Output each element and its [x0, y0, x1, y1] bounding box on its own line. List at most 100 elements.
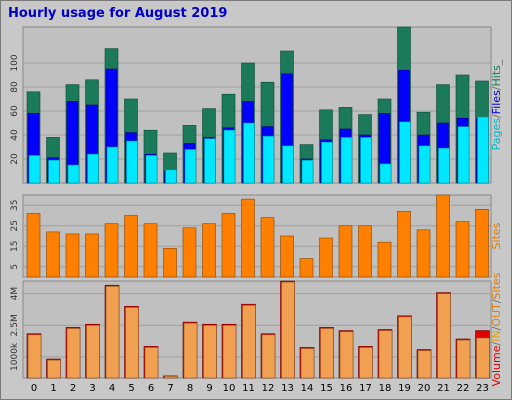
sites-bar: [143, 223, 158, 278]
pages-bar: [223, 129, 236, 184]
out-bar: [339, 331, 354, 379]
sites-bar: [124, 215, 138, 278]
top-panel-background: [22, 26, 492, 184]
x-tick-label: 0: [31, 383, 37, 394]
sites-bar: [182, 227, 197, 278]
x-tick-label: 7: [167, 383, 173, 394]
out-bar: [27, 334, 42, 379]
out-bar: [105, 285, 120, 379]
out-bar: [125, 307, 139, 379]
sites-label: Sites: [490, 222, 503, 249]
pages-bar: [321, 141, 333, 184]
legend-segment: Hits: [490, 65, 503, 87]
x-tick-label: 21: [437, 383, 450, 394]
pages-bar: [184, 149, 197, 184]
sites-bar: [416, 229, 431, 278]
sites-bar: [65, 233, 80, 278]
volume-in-out-label: Volume/IN/OUT/Sites: [490, 272, 503, 386]
x-tick-label: 17: [359, 383, 372, 394]
out-bar: [456, 339, 471, 379]
sites-bar: [358, 225, 372, 278]
middle-panel-y-tick-label: 15: [10, 241, 20, 252]
pages-bar: [262, 135, 275, 184]
pages-bar: [301, 159, 314, 184]
sites-bar: [280, 235, 294, 278]
legend-segment: Pages: [490, 118, 503, 151]
sites-bar: [104, 223, 119, 278]
middle-panel-y-tick-label: 5: [10, 264, 20, 270]
sites-bar: [26, 213, 41, 278]
legend-segment: /: [490, 299, 503, 303]
x-tick-label: 4: [109, 383, 115, 394]
x-tick-label: 6: [148, 383, 154, 394]
sites-bar: [436, 194, 450, 278]
out-bar: [378, 330, 393, 379]
legend-segment: OUT: [490, 303, 503, 327]
pages-bar: [340, 137, 353, 184]
pages-bar: [243, 122, 255, 184]
out-bar: [398, 316, 412, 379]
out-bar: [261, 334, 276, 379]
pages-bar: [399, 121, 411, 184]
x-tick-label: 5: [128, 383, 134, 394]
pages-bar: [477, 116, 489, 184]
x-tick-label: 2: [70, 383, 76, 394]
legend-segment: Volume: [490, 345, 503, 386]
sites-bar: [221, 213, 236, 278]
bottom-panel-y-tick-label: 1000k: [10, 342, 20, 371]
pages-bar: [204, 138, 216, 184]
legend-segment: /: [490, 114, 503, 118]
pages-bar: [457, 126, 470, 184]
top-panel-y-tick-label: 80: [10, 81, 20, 93]
x-tick-label: 9: [206, 383, 212, 394]
x-tick-label: 22: [457, 383, 470, 394]
middle-panel-y-tick-label: 35: [10, 200, 20, 211]
pages-bar: [282, 145, 294, 184]
bottom-panel-y-tick-label: 2.5M: [10, 314, 20, 336]
out-bar: [222, 324, 237, 379]
x-tick-label: 16: [340, 383, 353, 394]
out-bar: [359, 347, 373, 379]
legend-segment: /: [490, 326, 503, 330]
legend-segment: /: [490, 342, 503, 346]
pages-bar: [165, 169, 177, 184]
sites-bar: [46, 231, 60, 278]
out-bar: [476, 337, 490, 379]
sites-bar: [475, 209, 489, 278]
pages-bar: [360, 137, 372, 184]
pages-bar: [67, 164, 80, 184]
legend-segment: Sites: [490, 222, 503, 249]
sites-bar: [377, 241, 392, 278]
x-tick-label: 13: [281, 383, 294, 394]
out-bar: [320, 328, 334, 379]
pages-bar: [438, 147, 450, 184]
out-bar: [47, 359, 61, 379]
out-bar: [183, 322, 198, 379]
pages-bar: [418, 145, 431, 184]
out-bar: [144, 347, 159, 379]
out-bar: [66, 328, 81, 379]
legend-segment: Sites: [490, 272, 503, 299]
x-tick-label: 20: [418, 383, 431, 394]
sites-bar: [163, 248, 177, 278]
top-panel-y-tick-label: 100: [10, 54, 20, 71]
sites-bar: [260, 217, 275, 278]
x-tick-label: 10: [223, 383, 236, 394]
chart-title: Hourly usage for August 2019: [8, 6, 228, 21]
pages-bar: [145, 155, 158, 184]
out-bar: [300, 348, 315, 379]
pages-files-hits-label: Pages/Files/Hits_: [490, 59, 503, 150]
out-bar: [86, 324, 100, 379]
top-panel-y-tick-label: 20: [10, 153, 20, 165]
top-panel-y-tick-label: 40: [10, 129, 20, 141]
legend-segment: IN: [490, 330, 503, 341]
sites-bar: [241, 198, 255, 278]
legend-segment: /: [490, 86, 503, 90]
middle-panel-y-tick-label: 25: [10, 220, 20, 231]
sites-bar: [338, 225, 353, 278]
pages-bar: [379, 163, 392, 184]
top-panel-y-tick-label: 60: [10, 105, 20, 117]
pages-bar: [106, 146, 119, 184]
pages-bar: [126, 140, 138, 184]
